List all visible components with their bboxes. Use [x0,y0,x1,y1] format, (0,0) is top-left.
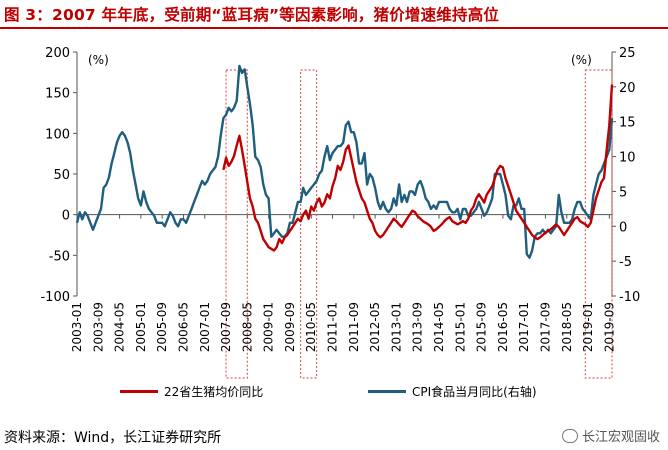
left-tick-label: -100 [40,290,70,305]
legend-label-cpi: CPI食品当月同比(右轴) [412,385,537,399]
left-tick-label: 50 [53,168,70,183]
x-tick-label: 2010-05 [304,302,318,352]
highlight-box [225,69,248,379]
x-tick-label: 2013-09 [411,302,425,352]
x-tick-label: 2009-09 [283,302,297,352]
x-tick-label: 2011-09 [347,302,361,352]
right-tick-label: 10 [619,151,636,166]
legend-item-cpi: CPI食品当月同比(右轴) [368,383,537,400]
x-tick-label: 2015-01 [453,302,467,352]
series-line-cpi [75,64,614,259]
left-tick-label: 200 [45,46,70,61]
x-tick-label: 2004-05 [113,302,127,352]
legend-swatch-cpi [368,390,406,393]
right-tick-label: 15 [619,116,636,131]
legend-label-pork: 22省生猪均价同比 [164,385,264,399]
x-tick-label: 2011-01 [326,302,340,352]
x-tick-label: 2005-01 [134,302,148,352]
right-tick-label: 5 [619,185,627,200]
x-tick-label: 2003-09 [91,302,105,352]
highlight-boxes [225,69,613,379]
left-axis-unit: (%) [88,53,109,67]
watermark-text: 长江宏观固收 [581,430,660,445]
x-tick-label: 2018-05 [560,302,574,352]
right-tick-label: 25 [619,46,636,61]
x-tick-label: 2016-05 [496,302,510,352]
right-tick-label: 0 [619,220,627,235]
x-tick-label: 2019-09 [602,302,616,352]
watermark: 长江宏观固收 [561,426,660,445]
x-tick-label: 2014-05 [432,302,446,352]
right-axis-unit: (%) [571,53,592,67]
x-tick-label: 2007-01 [198,302,212,352]
chart-axes [73,51,616,297]
x-tick-label: 2005-09 [155,302,169,352]
x-tick-label: 2019-01 [581,302,595,352]
x-tick-label: 2008-05 [240,302,254,352]
x-tick-label: 2017-09 [538,302,552,352]
x-tick-label: 2006-05 [176,302,190,352]
legend-swatch-pork [120,390,158,393]
legend-item-pork: 22省生猪均价同比 [120,383,263,400]
x-tick-label: 2007-09 [219,302,233,352]
x-tick-label: 2017-01 [517,302,531,352]
title-rule [0,27,668,29]
right-tick-label: 20 [619,81,636,96]
left-tick-label: 100 [45,127,70,142]
left-tick-label: 150 [45,87,70,102]
x-tick-label: 2009-01 [262,302,276,352]
left-tick-label: 0 [62,209,70,224]
source-note: 资料来源：Wind，长江证券研究所 [4,430,222,446]
right-tick-label: -5 [619,255,632,270]
chart-lines [75,64,614,259]
x-tick-label: 2013-01 [389,302,403,352]
chart-legend: 22省生猪均价同比 CPI食品当月同比(右轴) [100,383,600,403]
left-tick-label: -50 [49,249,70,264]
highlight-box [584,69,613,379]
x-tick-label: 2003-01 [70,302,84,352]
x-tick-label: 2015-09 [475,302,489,352]
x-tick-label: 2012-05 [368,302,382,352]
wechat-icon [561,428,578,443]
figure-title: 图 3：2007 年年底，受前期“蓝耳病”等因素影响，猪价增速维持高位 [4,6,500,24]
right-tick-label: -10 [619,290,640,305]
highlight-box [299,69,318,379]
series-line-pork [222,84,614,252]
